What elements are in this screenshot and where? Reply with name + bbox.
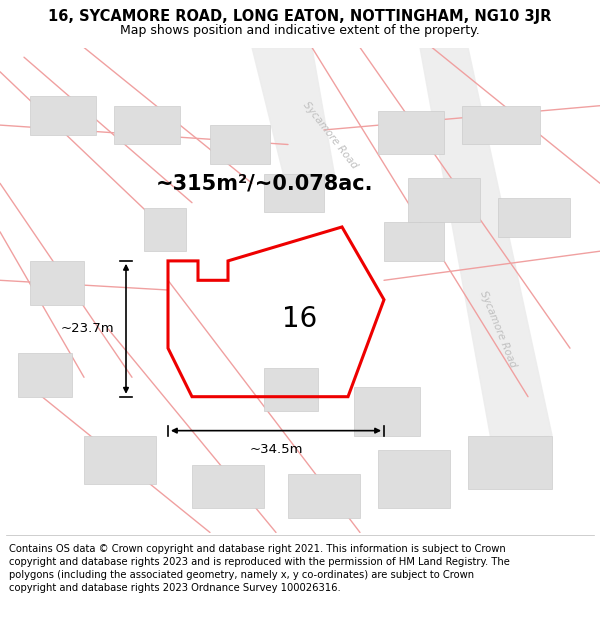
Polygon shape [30, 261, 84, 304]
Polygon shape [468, 436, 552, 489]
Text: ~23.7m: ~23.7m [61, 322, 114, 335]
Polygon shape [144, 208, 186, 251]
Text: Sycamore Road: Sycamore Road [301, 99, 359, 170]
Polygon shape [498, 198, 570, 237]
Polygon shape [354, 387, 420, 436]
Polygon shape [114, 106, 180, 144]
Polygon shape [378, 450, 450, 508]
Text: 16: 16 [283, 305, 317, 333]
Polygon shape [288, 474, 360, 518]
Polygon shape [384, 222, 444, 261]
Polygon shape [264, 368, 318, 411]
Text: Sycamore Road: Sycamore Road [478, 289, 518, 369]
Text: Contains OS data © Crown copyright and database right 2021. This information is : Contains OS data © Crown copyright and d… [9, 544, 510, 593]
Polygon shape [252, 48, 336, 193]
Polygon shape [408, 179, 480, 222]
Polygon shape [264, 174, 324, 213]
Polygon shape [210, 125, 270, 164]
Text: Map shows position and indicative extent of the property.: Map shows position and indicative extent… [120, 24, 480, 37]
Polygon shape [192, 464, 264, 508]
Text: ~315m²/~0.078ac.: ~315m²/~0.078ac. [155, 173, 373, 193]
Polygon shape [18, 353, 72, 397]
Polygon shape [30, 96, 96, 135]
Text: 16, SYCAMORE ROAD, LONG EATON, NOTTINGHAM, NG10 3JR: 16, SYCAMORE ROAD, LONG EATON, NOTTINGHA… [49, 9, 551, 24]
Polygon shape [420, 48, 552, 445]
Polygon shape [378, 111, 444, 154]
Polygon shape [462, 106, 540, 144]
Text: ~34.5m: ~34.5m [249, 442, 303, 456]
Polygon shape [84, 436, 156, 484]
